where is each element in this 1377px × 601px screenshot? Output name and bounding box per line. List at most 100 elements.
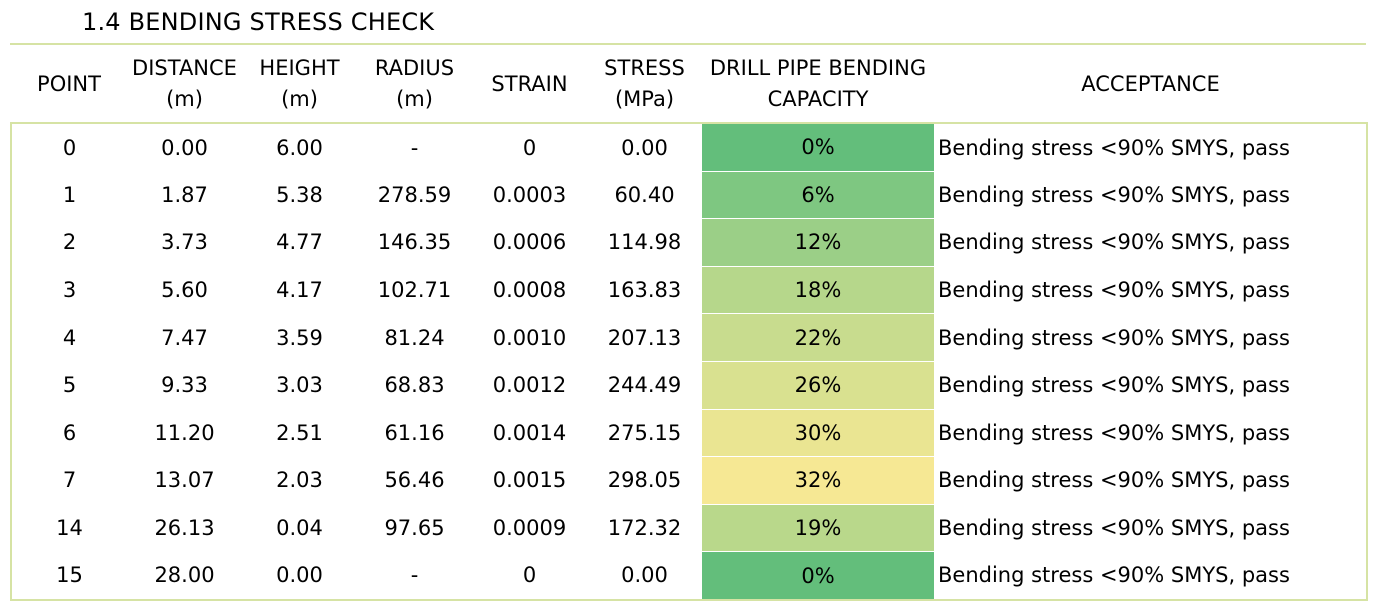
cell-radius: 61.16 [384,420,445,445]
header-distance: DISTANCE (m) [132,56,237,111]
cell-stress: 0.00 [587,121,702,172]
cell-radius: 56.46 [384,468,445,493]
cell-acceptance: Bending stress <90% SMYS, pass [934,456,1368,505]
cell-radius: 146.35 [377,230,452,255]
table-row: 4 7.47 3.59 81.24 0.0010 207.13 22% Bending str… [10,313,1368,362]
capacity-heat-cell: 30% [702,408,934,457]
cell-point: 4 [10,313,127,362]
table-row: 0 0.00 6.00-0 0.00 0% Bending stress <90% SMY… [10,121,1368,172]
cell-height: 4.17 [276,278,323,303]
header-radius: RADIUS (m) [374,56,455,111]
cell-acceptance: Bending stress <90% SMYS, pass [934,121,1368,172]
cell-strain: 0.0010 [492,325,567,350]
cell-point: 6 [10,409,127,457]
cell-point: 0 [10,121,127,172]
cell-radius: 97.65 [384,516,445,541]
cell-stress: 172.32 [607,516,682,541]
cell-distance: 13.07 [154,468,215,493]
cell-point: 1 [10,171,127,219]
cell-point: 7 [10,456,127,505]
header-acceptance: ACCEPTANCE [1081,71,1220,96]
cell-strain: 0 [472,551,587,601]
cell-stress: 163.83 [607,278,682,303]
cell-stress: 0.00 [587,551,702,601]
table-row: 5 9.33 3.03 68.83 0.0012 244.49 26% Bending str… [10,360,1368,410]
cell-acceptance: Bending stress <90% SMYS, pass [934,266,1368,314]
cell-radius: 278.59 [377,182,452,207]
capacity-heat-cell: 19% [702,503,934,552]
capacity-heat-cell: 18% [702,265,934,314]
table-row: 3 5.60 4.17 102.71 0.0008 163.83 18% Bending st… [10,265,1368,314]
cell-height: 0.00 [242,551,357,601]
cell-strain: 0.0014 [492,420,567,445]
cell-height: 3.59 [276,325,323,350]
cell-point: 3 [10,266,127,314]
cell-strain: 0.0008 [492,278,567,303]
cell-point: 2 [10,218,127,267]
cell-distance: 3.73 [161,230,208,255]
table-row: 1 1.87 5.38 278.59 0.0003 60.40 6% Bending stre… [10,170,1368,219]
cell-distance: 28.00 [127,551,242,601]
cell-height: 2.51 [276,420,323,445]
cell-acceptance: Bending stress <90% SMYS, pass [934,361,1368,410]
cell-distance: 9.33 [161,373,208,398]
capacity-heat-cell: 0% [702,551,934,601]
cell-stress: 298.05 [607,468,682,493]
cell-distance: 11.20 [154,420,215,445]
cell-stress: 60.40 [614,182,675,207]
cell-radius: - [357,551,472,601]
cell-acceptance: Bending stress <90% SMYS, pass [934,551,1368,601]
cell-strain: 0.0012 [492,373,567,398]
table-row: 14 26.13 0.04 97.65 0.0009 172.32 19% Bending s… [10,503,1368,552]
cell-distance: 26.13 [154,516,215,541]
table-row: 2 3.73 4.77 146.35 0.0006 114.98 12% Bending st… [10,218,1368,267]
cell-acceptance: Bending stress <90% SMYS, pass [934,504,1368,552]
cell-radius: 102.71 [377,278,452,303]
capacity-heat-cell: 12% [702,218,934,267]
capacity-heat-cell: 26% [702,360,934,410]
cell-strain: 0.0006 [492,230,567,255]
cell-radius: 81.24 [384,325,445,350]
cell-acceptance: Bending stress <90% SMYS, pass [934,218,1368,267]
cell-stress: 275.15 [607,420,682,445]
table-row: 15 28.00 0.00-0 0.00 0% Bending stress <90% S… [10,551,1368,601]
cell-height: 6.00 [242,121,357,172]
cell-strain: 0 [472,121,587,172]
header-height: HEIGHT (m) [259,56,340,111]
cell-point: 5 [10,361,127,410]
capacity-heat-cell: 6% [702,170,934,219]
header-point: POINT [37,71,101,96]
header-row: POINT DISTANCE (m) HEIGHT (m) RADIUS (m) ST… [11,46,1367,123]
header-capacity: DRILL PIPE BENDING CAPACITY [709,56,927,111]
header-strain: STRAIN [491,71,568,96]
capacity-heat-cell: 32% [702,456,934,505]
cell-acceptance: Bending stress <90% SMYS, pass [934,313,1368,362]
title-underline [10,43,1366,45]
cell-radius: - [357,121,472,172]
cell-point: 15 [10,551,127,601]
cell-stress: 244.49 [607,373,682,398]
capacity-heat-cell: 22% [702,313,934,362]
cell-distance: 5.60 [161,278,208,303]
cell-height: 4.77 [276,230,323,255]
cell-stress: 114.98 [607,230,682,255]
cell-point: 14 [10,504,127,552]
cell-distance: 1.87 [161,182,208,207]
header-stress: STRESS (MPa) [604,56,685,111]
cell-distance: 7.47 [161,325,208,350]
cell-height: 3.03 [276,373,323,398]
cell-strain: 0.0009 [492,516,567,541]
bending-stress-table: POINT DISTANCE (m) HEIGHT (m) RADIUS (m) ST… [10,46,1368,601]
cell-strain: 0.0003 [492,182,567,207]
cell-height: 0.04 [276,516,323,541]
cell-height: 2.03 [276,468,323,493]
cell-stress: 207.13 [607,325,682,350]
table-row: 7 13.07 2.03 56.46 0.0015 298.05 32% Bending st… [10,456,1368,505]
cell-height: 5.38 [276,182,323,207]
cell-radius: 68.83 [384,373,445,398]
cell-distance: 0.00 [127,121,242,172]
cell-acceptance: Bending stress <90% SMYS, pass [934,171,1368,219]
cell-acceptance: Bending stress <90% SMYS, pass [934,409,1368,457]
capacity-heat-cell: 0% [702,121,934,172]
section-title: 1.4 BENDING STRESS CHECK [82,8,435,36]
